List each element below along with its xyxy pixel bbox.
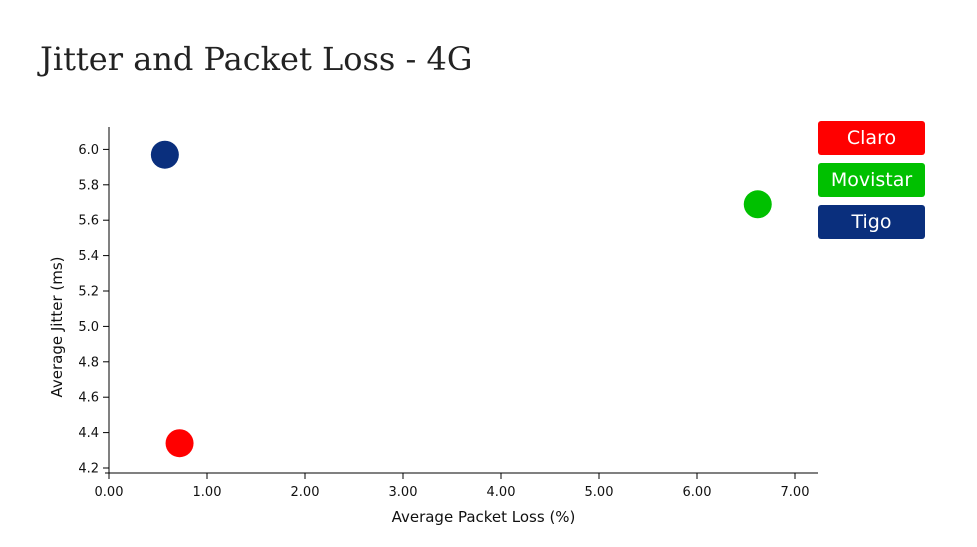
y-tick-label: 4.2 bbox=[78, 462, 99, 477]
legend: Claro Movistar Tigo bbox=[818, 121, 925, 247]
axes bbox=[105, 127, 818, 474]
data-points bbox=[150, 140, 772, 458]
legend-item-tigo[interactable]: Tigo bbox=[818, 205, 925, 239]
y-tick-label: 5.4 bbox=[78, 249, 99, 264]
y-tick-label: 4.4 bbox=[78, 426, 99, 441]
y-tick-label: 4.8 bbox=[78, 355, 99, 370]
chart-title: Jitter and Packet Loss - 4G bbox=[40, 40, 473, 78]
y-axis-title: Average Jitter (ms) bbox=[48, 256, 66, 397]
x-tick-label: 7.00 bbox=[781, 485, 810, 500]
y-tick-label: 5.6 bbox=[78, 214, 99, 229]
y-tick-label: 4.6 bbox=[78, 391, 99, 406]
y-tick-label: 5.0 bbox=[78, 320, 99, 335]
x-tick-label: 3.00 bbox=[389, 485, 418, 500]
legend-item-movistar[interactable]: Movistar bbox=[818, 163, 925, 197]
x-tick-label: 0.00 bbox=[95, 485, 124, 500]
x-tick-label: 2.00 bbox=[291, 485, 320, 500]
data-point-claro[interactable] bbox=[165, 429, 194, 458]
y-axis-ticks: 4.2 4.4 4.6 4.8 5.0 5.2 5.4 5.6 5.8 6.0 bbox=[78, 143, 109, 477]
y-tick-label: 5.8 bbox=[78, 178, 99, 193]
x-axis-ticks: 0.00 1.00 2.00 3.00 4.00 5.00 6.00 7.00 bbox=[95, 473, 810, 500]
data-point-movistar[interactable] bbox=[743, 190, 772, 219]
legend-item-claro[interactable]: Claro bbox=[818, 121, 925, 155]
data-point-tigo[interactable] bbox=[150, 140, 179, 169]
y-tick-label: 5.2 bbox=[78, 285, 99, 300]
x-tick-label: 4.00 bbox=[487, 485, 516, 500]
x-tick-label: 1.00 bbox=[193, 485, 222, 500]
x-axis-title: Average Packet Loss (%) bbox=[392, 508, 576, 526]
y-tick-label: 6.0 bbox=[78, 143, 99, 158]
x-tick-label: 5.00 bbox=[585, 485, 614, 500]
x-tick-label: 6.00 bbox=[683, 485, 712, 500]
